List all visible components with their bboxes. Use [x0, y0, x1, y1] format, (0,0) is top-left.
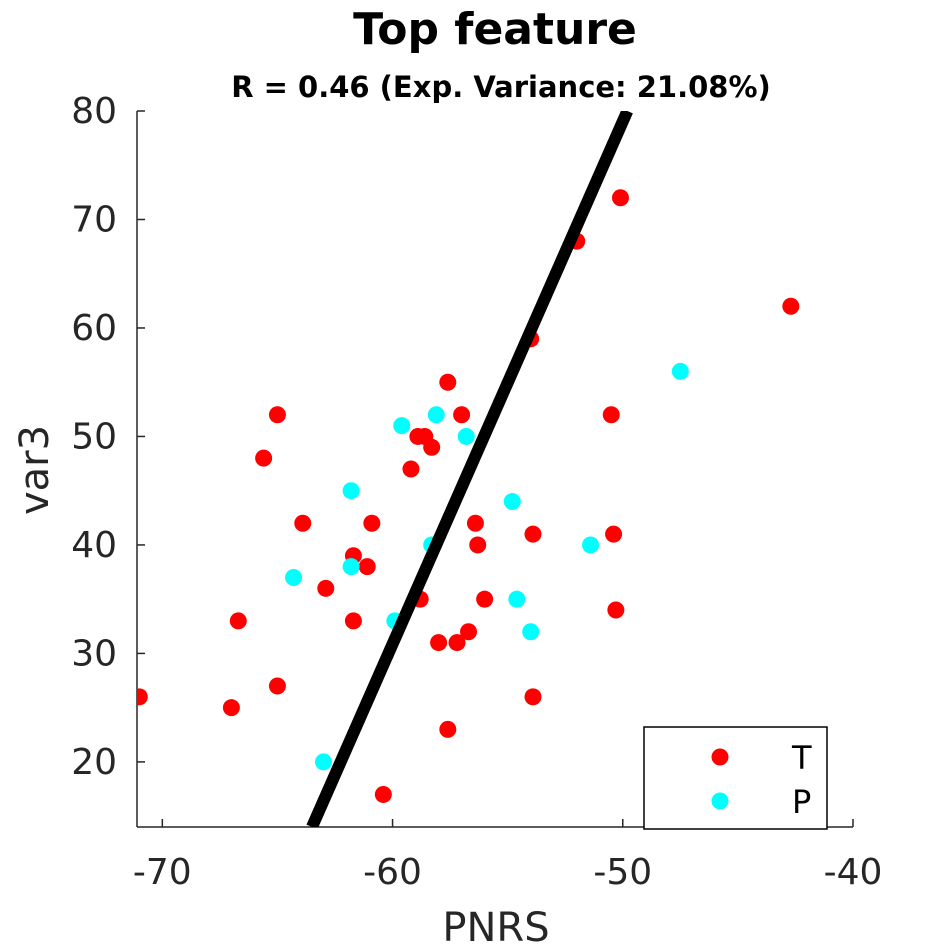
data-point-T	[466, 514, 484, 532]
data-point-T	[439, 373, 457, 391]
data-point-T	[611, 189, 629, 207]
data-point-T	[439, 720, 457, 738]
y-tick-label: 70	[71, 199, 117, 240]
legend: TP	[643, 726, 828, 830]
data-point-P	[522, 623, 540, 641]
data-point-T	[137, 688, 148, 706]
data-point-T	[268, 406, 286, 424]
data-point-T	[607, 601, 625, 619]
data-point-P	[427, 406, 445, 424]
data-point-T	[448, 634, 466, 652]
data-point-P	[342, 482, 360, 500]
legend-box	[643, 726, 828, 830]
data-point-P	[314, 753, 332, 771]
regression-line	[306, 111, 633, 827]
y-tick-label: 50	[71, 416, 117, 457]
data-point-T	[358, 558, 376, 576]
data-point-T	[294, 514, 312, 532]
y-tick-label: 20	[71, 742, 117, 783]
data-point-T	[469, 536, 487, 554]
x-tick-label: -50	[593, 852, 652, 893]
data-point-P	[457, 427, 475, 445]
y-tick-label: 40	[71, 525, 117, 566]
data-point-T	[430, 634, 448, 652]
plot-inner	[137, 111, 800, 827]
chart-title: Top feature	[353, 4, 637, 55]
chart-subtitle: R = 0.46 (Exp. Variance: 21.08%)	[231, 70, 771, 104]
data-point-P	[503, 493, 521, 511]
plot-area	[137, 111, 800, 827]
data-point-P	[342, 558, 360, 576]
data-point-T	[268, 677, 286, 695]
legend-label-T: T	[791, 739, 812, 777]
legend-marker-T	[711, 748, 729, 766]
axes: -70 -60 -50 -40 20 30 40 50 60 70 80	[71, 91, 882, 893]
data-point-T	[363, 514, 381, 532]
y-tick-label: 60	[71, 308, 117, 349]
data-point-P	[582, 536, 600, 554]
data-point-T	[222, 699, 240, 717]
data-point-T	[229, 612, 247, 630]
data-point-T	[255, 449, 273, 467]
data-point-T	[605, 525, 623, 543]
data-point-T	[423, 438, 441, 456]
x-tick-label: -70	[133, 852, 192, 893]
y-tick-label: 30	[71, 633, 117, 674]
x-tick-label: -40	[824, 852, 883, 893]
data-point-T	[344, 612, 362, 630]
x-tick-label: -60	[363, 852, 422, 893]
x-axis-label: PNRS	[442, 905, 549, 945]
data-point-T	[524, 525, 542, 543]
data-point-T	[782, 297, 800, 315]
data-point-T	[476, 590, 494, 608]
data-point-T	[524, 688, 542, 706]
data-point-T	[602, 406, 620, 424]
legend-label-P: P	[792, 783, 811, 821]
data-point-T	[402, 460, 420, 478]
data-point-T	[317, 579, 335, 597]
data-point-P	[671, 362, 689, 380]
legend-marker-P	[711, 792, 729, 810]
data-point-P	[508, 590, 526, 608]
data-point-T	[374, 785, 392, 803]
y-tick-label: 80	[71, 91, 117, 132]
data-point-P	[393, 417, 411, 435]
data-point-P	[285, 568, 303, 586]
data-point-T	[453, 406, 471, 424]
y-axis-label: var3	[12, 425, 58, 515]
data-point-T	[460, 623, 478, 641]
